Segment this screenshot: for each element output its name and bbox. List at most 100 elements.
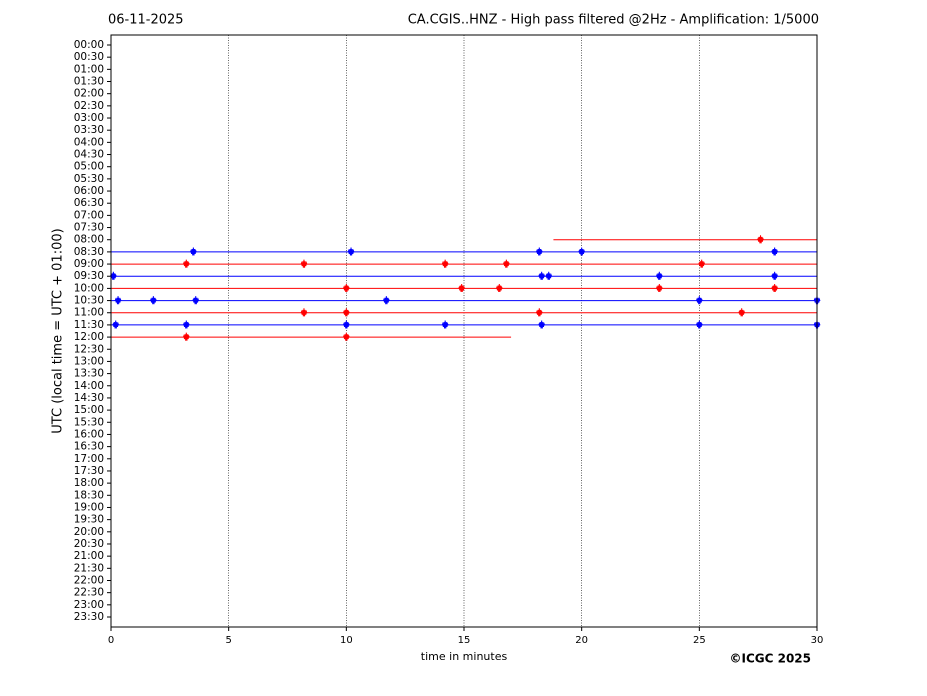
y-tick-label: 04:00 (74, 136, 104, 148)
seismic-event (695, 320, 703, 329)
y-tick-label: 08:30 (74, 246, 104, 258)
x-tick-label: 10 (340, 635, 353, 646)
y-tick-label: 06:30 (74, 197, 104, 209)
y-tick-label: 02:30 (74, 100, 104, 112)
seismic-event (182, 320, 190, 329)
seismic-event (342, 308, 350, 317)
y-tick-label: 09:00 (74, 258, 104, 270)
y-tick-label: 22:00 (74, 574, 104, 586)
y-tick-label: 03:30 (74, 124, 104, 136)
y-tick-label: 13:00 (74, 355, 104, 367)
seismic-event (300, 308, 308, 317)
y-tick-label: 15:00 (74, 404, 104, 416)
credit: ©ICGC 2025 (729, 652, 811, 666)
y-tick-label: 23:30 (74, 611, 104, 623)
y-tick-label: 20:30 (74, 538, 104, 550)
seismic-event (771, 247, 779, 256)
seismic-event (578, 247, 586, 256)
y-tick-label: 00:30 (74, 51, 104, 63)
y-tick-label: 14:00 (74, 380, 104, 392)
y-tick-label: 22:30 (74, 587, 104, 599)
seismic-event (342, 332, 350, 341)
seismic-event (347, 247, 355, 256)
y-tick-label: 09:30 (74, 270, 104, 282)
y-tick-label: 12:00 (74, 331, 104, 343)
x-tick-label: 20 (575, 635, 588, 646)
seismic-event (149, 296, 157, 305)
seismic-event (535, 308, 543, 317)
y-tick-label: 23:00 (74, 599, 104, 611)
y-tick-label: 18:00 (74, 477, 104, 489)
x-tick-label: 0 (108, 635, 114, 646)
y-tick-label: 11:00 (74, 307, 104, 319)
seismic-event (545, 271, 553, 280)
y-tick-label: 18:30 (74, 489, 104, 501)
seismic-event (695, 296, 703, 305)
y-tick-label: 19:30 (74, 514, 104, 526)
seismic-event (738, 308, 746, 317)
seismic-event (342, 320, 350, 329)
y-tick-label: 16:30 (74, 441, 104, 453)
plot-frame (110, 34, 818, 628)
y-tick-label: 04:30 (74, 149, 104, 161)
y-tick-label: 02:00 (74, 88, 104, 100)
seismic-event (382, 296, 390, 305)
y-tick-label: 11:30 (74, 319, 104, 331)
date: 06-11-2025 (108, 13, 184, 28)
chart-title: CA.CGIS..HNZ - High pass filtered @2Hz -… (408, 13, 819, 28)
seismic-event (771, 271, 779, 280)
y-tick-label: 14:30 (74, 392, 104, 404)
seismic-event (182, 259, 190, 268)
seismic-event (538, 271, 546, 280)
y-tick-label: 03:00 (74, 112, 104, 124)
seismic-event (538, 320, 546, 329)
y-tick-label: 08:00 (74, 234, 104, 246)
y-tick-label: 13:30 (74, 368, 104, 380)
seismic-event (441, 259, 449, 268)
seismic-event (502, 259, 510, 268)
seismic-event (114, 296, 122, 305)
x-tick-label: 30 (811, 635, 824, 646)
seismic-event (698, 259, 706, 268)
y-tick-label: 21:00 (74, 550, 104, 562)
x-tick-label: 25 (693, 635, 706, 646)
seismic-event (441, 320, 449, 329)
y-tick-label: 00:00 (74, 39, 104, 51)
y-tick-label: 06:00 (74, 185, 104, 197)
y-tick-label: 17:30 (74, 465, 104, 477)
y-tick-label: 15:30 (74, 416, 104, 428)
y-tick-label: 05:00 (74, 161, 104, 173)
seismic-event (757, 235, 764, 244)
y-tick-label: 10:00 (74, 282, 104, 294)
x-tick-label: 5 (225, 635, 231, 646)
seismic-event (655, 283, 663, 293)
x-tick-label: 15 (458, 635, 471, 646)
y-axis-label: UTC (local time = UTC + 01:00) (51, 228, 66, 433)
y-tick-label: 19:00 (74, 501, 104, 513)
seismic-event (458, 283, 466, 293)
seismic-event (189, 247, 197, 256)
y-tick-label: 07:00 (74, 209, 104, 221)
seismic-event (192, 296, 200, 305)
seismic-event (182, 332, 190, 341)
y-tick-label: 10:30 (74, 295, 104, 307)
y-tick-label: 16:00 (74, 428, 104, 440)
seismic-event (655, 271, 663, 280)
y-tick-label: 01:00 (74, 63, 104, 75)
seismic-event (535, 247, 543, 256)
y-tick-label: 07:30 (74, 222, 104, 234)
y-tick-label: 20:00 (74, 526, 104, 538)
seismic-event (771, 283, 779, 293)
seismic-event (112, 320, 120, 329)
seismic-event (495, 283, 503, 293)
y-tick-label: 05:30 (74, 173, 104, 185)
y-tick-label: 17:00 (74, 453, 104, 465)
y-tick-label: 01:30 (74, 76, 104, 88)
seismic-event (300, 259, 308, 268)
y-tick-label: 12:30 (74, 343, 104, 355)
y-tick-label: 21:30 (74, 562, 104, 574)
seismic-event (342, 283, 350, 293)
x-axis-label: time in minutes (421, 650, 508, 663)
